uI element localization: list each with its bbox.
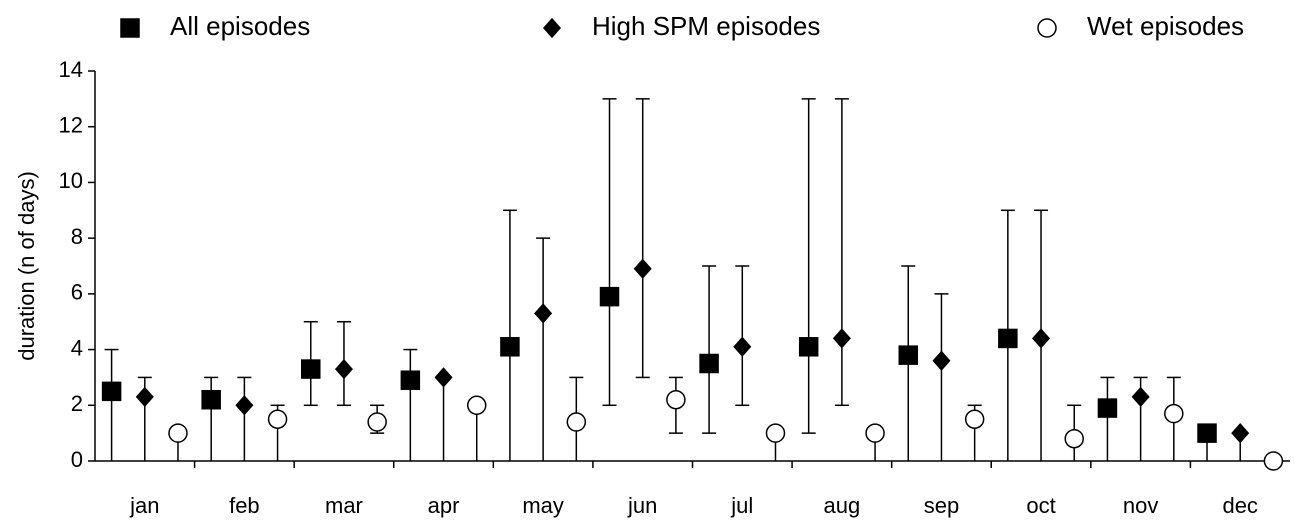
data-point (765, 423, 786, 443)
x-tick-label: sep (924, 493, 959, 518)
data-point (500, 337, 520, 357)
data-point (1164, 403, 1184, 424)
legend-label: Wet episodes (1087, 11, 1244, 41)
y-tick-label: 2 (71, 391, 83, 416)
y-tick-label: 6 (71, 280, 83, 305)
x-tick-label: jun (627, 493, 657, 518)
data-point (898, 345, 919, 365)
data-point (466, 395, 487, 416)
data-point (1097, 398, 1118, 418)
x-tick-label: nov (1123, 493, 1158, 518)
x-tick-label: jul (730, 493, 753, 518)
data-point (367, 412, 387, 432)
data-point (964, 409, 985, 429)
data-point (334, 358, 353, 380)
x-tick-label: aug (824, 493, 861, 518)
data-point (1263, 451, 1284, 471)
y-tick-label: 12 (59, 113, 83, 138)
data-point (534, 303, 553, 324)
data-point (1131, 386, 1150, 408)
legend-label: High SPM episodes (592, 11, 820, 41)
x-tick-label: oct (1026, 493, 1055, 518)
data-point (566, 412, 587, 432)
data-point (633, 258, 652, 279)
data-point (434, 367, 453, 388)
y-tick-label: 10 (59, 168, 83, 193)
data-point (400, 370, 421, 390)
data-point (101, 381, 122, 402)
data-point (733, 336, 752, 357)
y-axis-label: duration (n of days) (14, 171, 39, 361)
x-tick-label: jan (129, 493, 159, 518)
y-tick-label: 14 (59, 57, 83, 82)
data-point (168, 423, 188, 443)
data-point (235, 395, 254, 416)
x-tick-label: feb (229, 493, 260, 518)
y-tick-label: 8 (71, 224, 83, 249)
legend-marker (542, 17, 562, 39)
data-point (1197, 423, 1217, 443)
y-tick-label: 4 (71, 335, 83, 360)
x-tick-label: mar (325, 493, 363, 518)
data-point (599, 286, 620, 307)
data-point (798, 337, 819, 357)
data-point (301, 359, 321, 379)
x-tick-label: dec (1222, 493, 1257, 518)
data-point (832, 328, 851, 349)
data-point (1231, 423, 1250, 444)
data-point (699, 353, 719, 374)
data-point (135, 386, 154, 408)
data-point (1064, 428, 1084, 449)
data-point (666, 389, 686, 410)
data-point (932, 350, 951, 371)
legend-label: All episodes (170, 11, 310, 41)
data-point (201, 389, 221, 410)
data-point (267, 409, 288, 429)
legend-marker (1037, 18, 1057, 38)
y-tick-label: 0 (71, 447, 83, 472)
legend-marker (120, 18, 140, 38)
x-tick-label: apr (428, 493, 460, 518)
data-point (998, 328, 1018, 349)
data-point (865, 423, 885, 443)
data-point (1032, 328, 1051, 349)
x-tick-label: may (522, 493, 564, 518)
